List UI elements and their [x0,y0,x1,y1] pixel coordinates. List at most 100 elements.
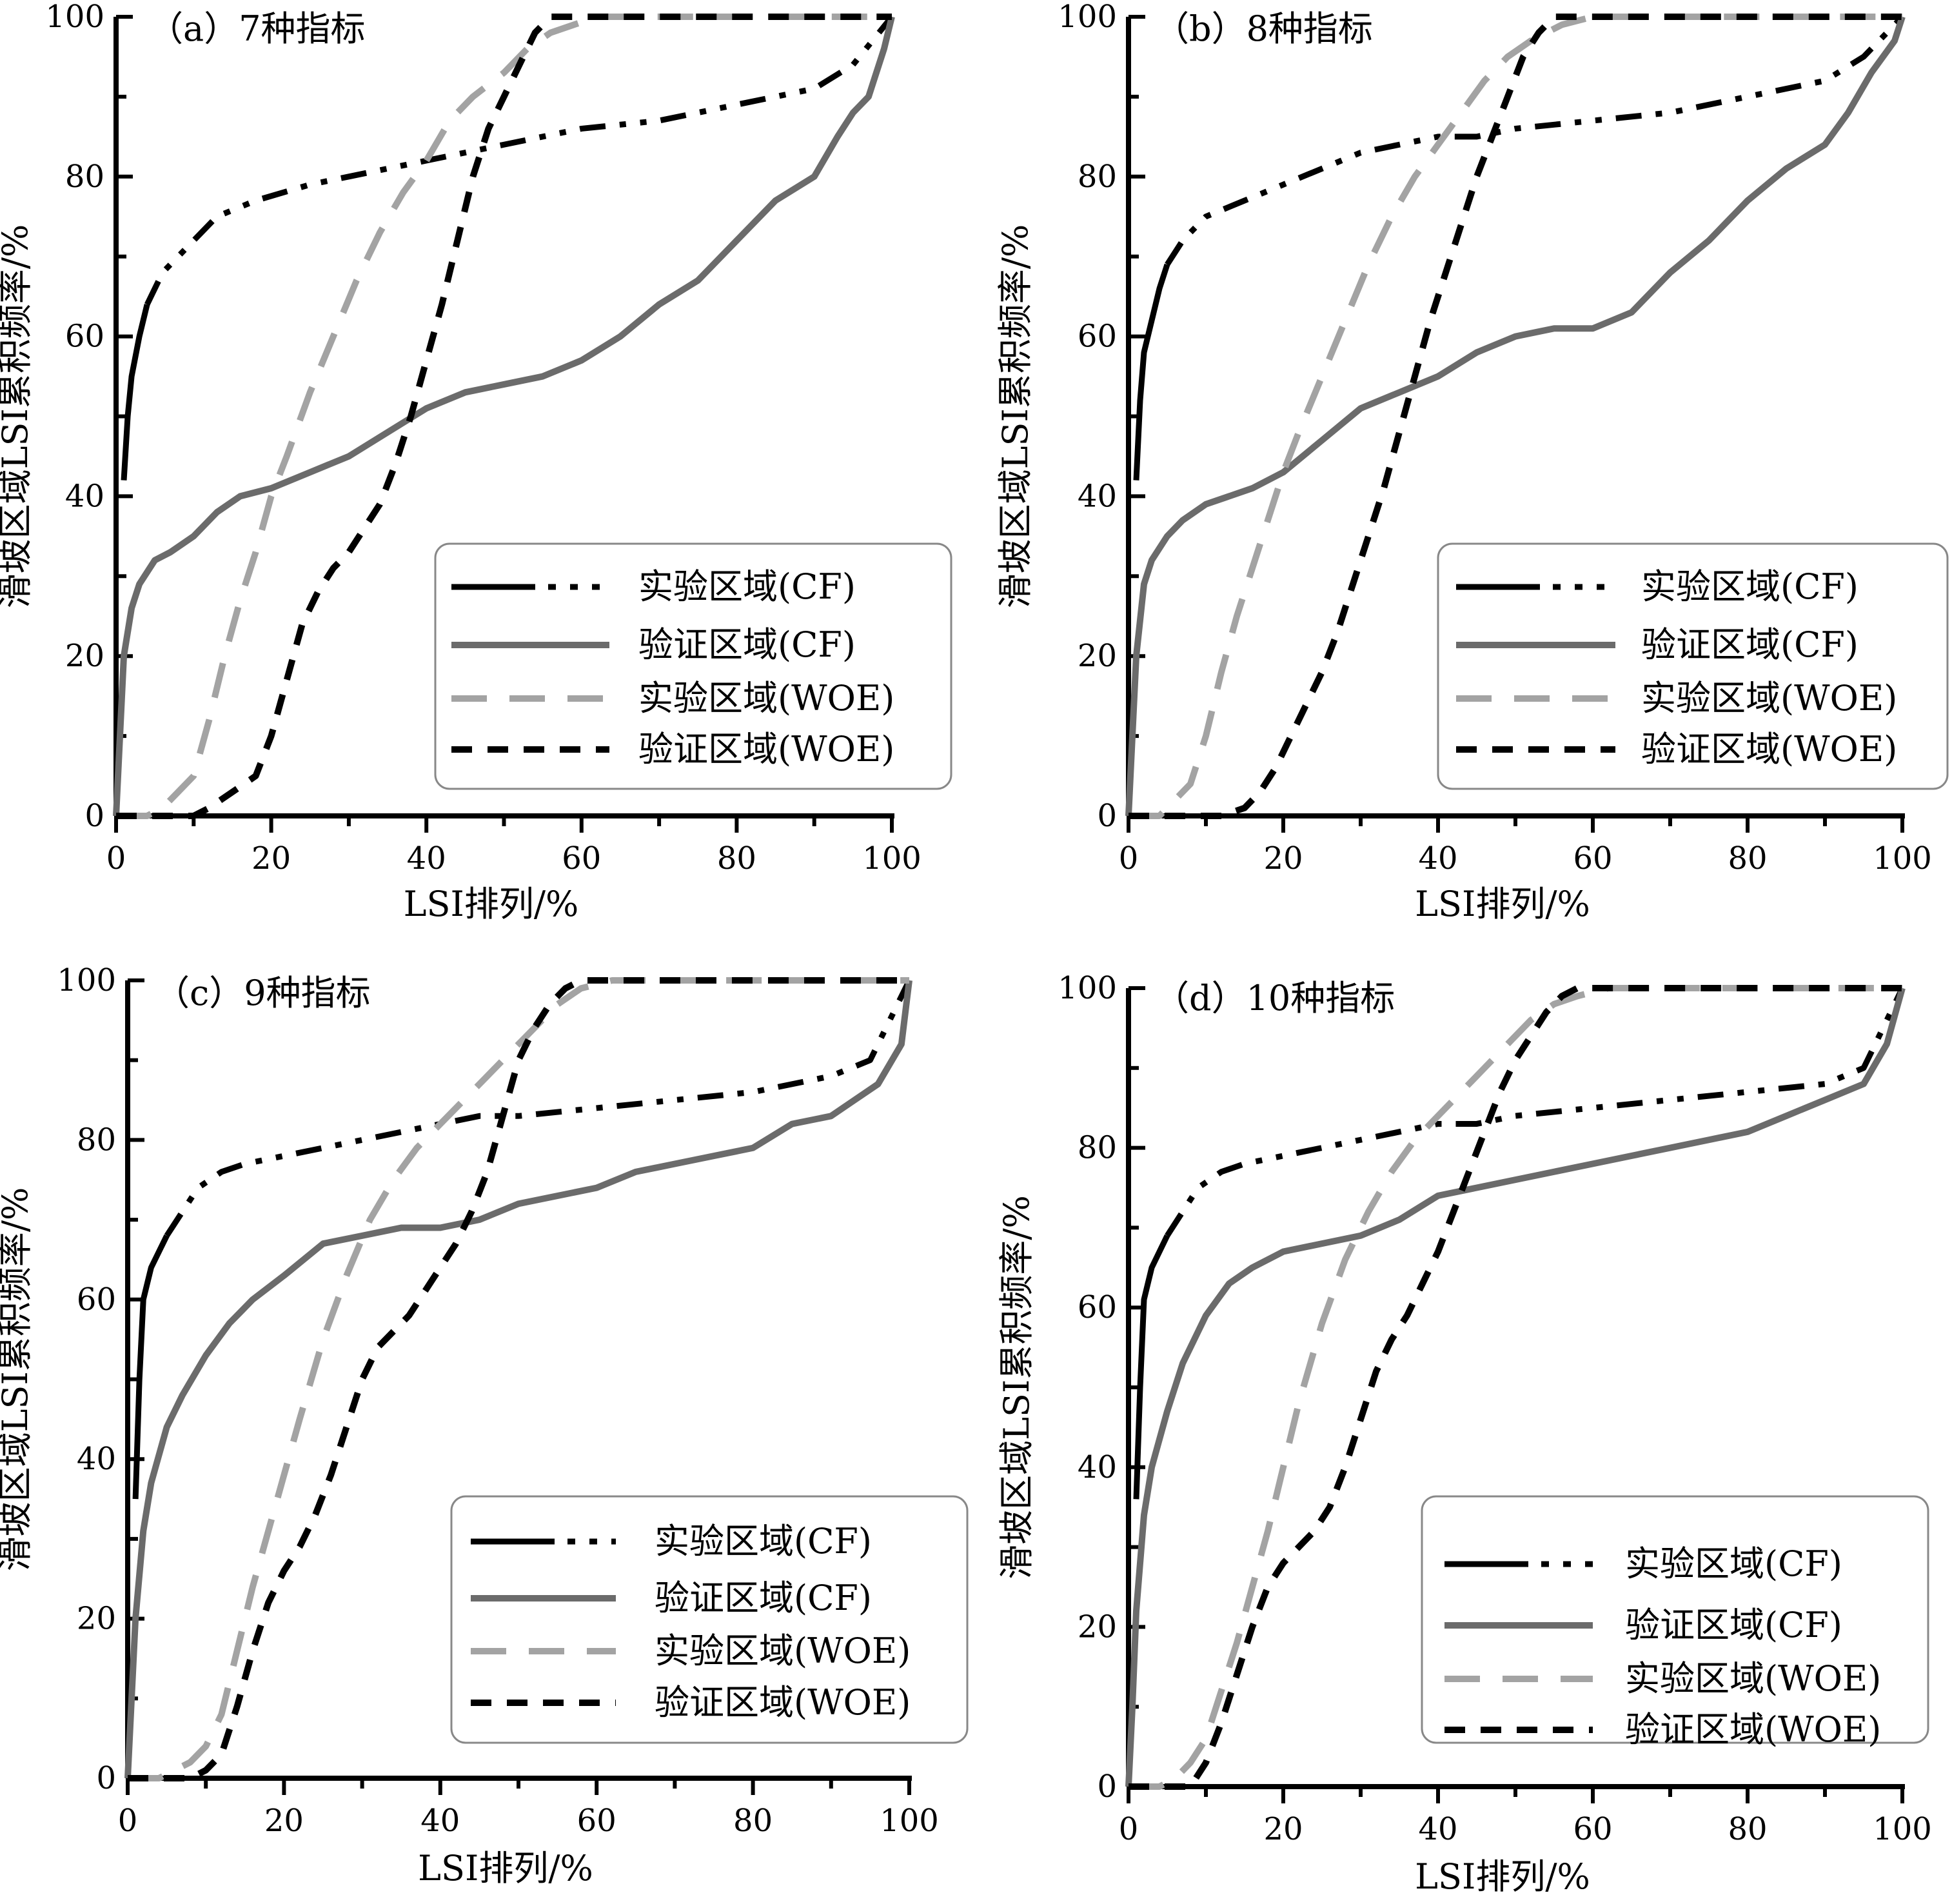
legend-label-valid_cf: 验证区域(CF) [638,624,856,665]
y-tick-label: 40 [1078,1449,1117,1485]
legend: 实验区域(CF) 验证区域(CF) 实验区域(WOE) 验证区域(WOE) [434,542,952,790]
y-tick-label: 20 [1078,638,1117,674]
legend-label-valid_woe: 验证区域(WOE) [638,729,894,769]
y-tick-label: 80 [1078,159,1117,195]
x-tick-label: 40 [407,840,446,877]
panel-title-a: （a）7种指标 [148,8,366,49]
panel-title-c: （c）9种指标 [155,973,371,1013]
y-tick-label: 40 [1078,478,1117,514]
x-axis-title: LSI排列/% [404,884,579,924]
x-tick-label: 100 [1873,1811,1932,1847]
x-tick-label: 0 [106,840,126,877]
legend-label-valid_woe: 验证区域(WOE) [1625,1709,1881,1750]
legend-label-train_cf: 实验区域(CF) [1641,566,1858,607]
x-tick-label: 0 [118,1803,138,1839]
y-tick-label: 40 [65,478,104,514]
x-tick-label: 100 [862,840,922,877]
y-tick-label: 80 [1078,1130,1117,1166]
series-valid_woe-line [128,977,909,1781]
y-tick-label: 100 [1058,0,1117,35]
x-tick-label: 60 [1573,1811,1612,1847]
y-tick-label: 40 [77,1441,116,1477]
series-train_cf-tail [1165,987,1906,1238]
x-axis-title: LSI排列/% [418,1848,593,1889]
y-axis-title: 滑坡区域LSI累积频率/% [0,1187,35,1572]
series-train_cf-line [1133,1234,1170,1500]
y-axis-title: 滑坡区域LSI累积频率/% [995,224,1036,609]
panel-d: 0 20 40 60 80 100 0 20 40 60 80 100 （d）10种指标 LSI排列/% 滑… [996,970,1932,1897]
x-tick-label: 80 [1728,840,1767,877]
y-tick-label: 20 [65,638,104,674]
legend: 实验区域(CF) 验证区域(CF) 实验区域(WOE) 验证区域(WOE) [1421,1495,1929,1750]
panel-a: 0 20 40 60 80 100 0 20 40 60 80 100 （a）7种指标 LSI排列/% 滑坡… [0,0,952,924]
x-tick-label: 100 [1873,840,1932,877]
legend: 实验区域(CF) 验证区域(CF) 实验区域(WOE) 验证区域(WOE) [450,1495,969,1744]
y-tick-label: 80 [77,1122,116,1158]
legend-box [1421,1495,1929,1744]
panel-b: 0 20 40 60 80 100 0 20 40 60 80 100 （b）8种指标 LSI排列/% 滑坡… [995,0,1949,924]
x-tick-label: 40 [1418,1811,1457,1847]
panel-c: 0 20 40 60 80 100 0 20 40 60 80 100 （c）9种指标 LSI排列/% 滑坡… [0,962,969,1889]
series-train_cf-line [1133,263,1170,481]
legend-label-train_woe: 实验区域(WOE) [638,678,894,719]
x-tick-label: 40 [420,1803,460,1839]
x-tick-label: 20 [1263,840,1303,877]
x-tick-label: 80 [733,1803,773,1839]
legend-label-train_cf: 实验区域(CF) [1625,1543,1842,1584]
series-train_cf-tail [1165,14,1905,266]
series-valid_cf-line [124,980,912,1779]
legend-box [1437,542,1949,790]
series-train_cf-tail [164,979,912,1238]
x-tick-label: 0 [1119,1811,1139,1847]
legend: 实验区域(CF) 验证区域(CF) 实验区域(WOE) 验证区域(WOE) [1437,542,1949,790]
x-axis-title: LSI排列/% [1415,884,1590,924]
y-tick-label: 80 [65,159,104,195]
series-valid_cf-line [1125,15,1906,817]
x-tick-label: 80 [717,840,756,877]
legend-label-train_woe: 实验区域(WOE) [1641,678,1897,719]
series-train_woe-line [128,977,909,1781]
x-tick-label: 20 [1263,1811,1303,1847]
y-tick-label: 100 [57,962,116,998]
y-tick-label: 0 [1097,798,1117,834]
panel-title-d: （d）10种指标 [1154,978,1395,1018]
x-axis-title: LSI排列/% [1415,1856,1590,1897]
x-tick-label: 80 [1728,1811,1767,1847]
y-tick-label: 20 [77,1601,116,1637]
legend-box [434,542,952,790]
series-valid_woe-line [116,14,892,819]
legend-label-valid_woe: 验证区域(WOE) [655,1682,911,1723]
series-train_cf-line [132,1234,170,1500]
panel-title-b: （b）8种指标 [1154,8,1373,49]
legend-label-train_cf: 实验区域(CF) [638,566,856,607]
y-tick-label: 0 [1097,1769,1117,1805]
series-train_woe-line [1129,985,1902,1790]
legend-label-train_woe: 实验区域(WOE) [1625,1658,1881,1699]
y-tick-label: 20 [1078,1609,1117,1645]
series-train_cf-line [121,303,150,481]
x-tick-label: 100 [880,1803,939,1839]
legend-label-valid_cf: 验证区域(CF) [1625,1605,1842,1645]
legend-label-train_cf: 实验区域(CF) [655,1521,872,1562]
y-axis-title: 滑坡区域LSI累积频率/% [996,1195,1037,1580]
series-train_cf-tail [144,15,894,306]
x-tick-label: 60 [562,840,601,877]
legend-label-valid_cf: 验证区域(CF) [1641,624,1858,665]
legend-label-train_woe: 实验区域(WOE) [655,1631,911,1671]
y-tick-label: 60 [1078,319,1117,355]
y-tick-label: 100 [45,0,104,35]
y-tick-label: 0 [84,798,104,834]
x-tick-label: 20 [264,1803,304,1839]
x-tick-label: 60 [1573,840,1612,877]
series-valid_woe-line [1129,985,1902,1790]
series-valid_cf-line [1125,987,1906,1787]
legend-box [450,1495,969,1744]
y-tick-label: 100 [1058,970,1117,1006]
y-axis-title: 滑坡区域LSI累积频率/% [0,224,35,609]
x-tick-label: 60 [577,1803,616,1839]
series-valid_cf-line [113,15,895,817]
x-tick-label: 20 [251,840,291,877]
y-tick-label: 60 [77,1282,116,1318]
y-tick-label: 60 [1078,1289,1117,1325]
